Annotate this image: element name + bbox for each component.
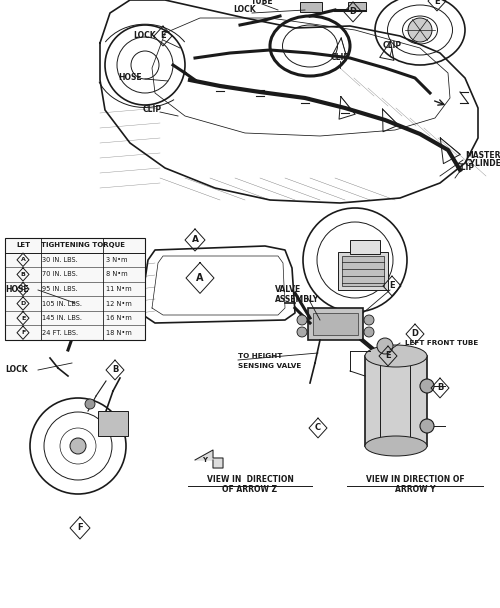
Bar bbox=[348, 2, 366, 10]
Text: 95 IN. LBS.: 95 IN. LBS. bbox=[42, 286, 78, 292]
Bar bbox=[5, 238, 145, 340]
Text: SENSING VALVE: SENSING VALVE bbox=[238, 363, 301, 369]
Text: 3 N•m: 3 N•m bbox=[106, 257, 128, 263]
Text: E: E bbox=[21, 316, 25, 320]
Text: 105 IN. LBS.: 105 IN. LBS. bbox=[42, 300, 82, 306]
Text: TUBE: TUBE bbox=[250, 0, 274, 5]
Circle shape bbox=[377, 338, 393, 354]
Text: Y: Y bbox=[202, 457, 207, 463]
Text: 8 N•m: 8 N•m bbox=[106, 271, 128, 277]
Text: LOCK: LOCK bbox=[5, 365, 28, 375]
Text: 70 IN. LBS.: 70 IN. LBS. bbox=[42, 271, 78, 277]
Text: HOSE: HOSE bbox=[118, 74, 142, 83]
Ellipse shape bbox=[365, 436, 427, 456]
Circle shape bbox=[420, 419, 434, 433]
Text: HOSE: HOSE bbox=[5, 286, 28, 294]
Text: E: E bbox=[389, 282, 395, 291]
Circle shape bbox=[70, 438, 86, 454]
Text: D: D bbox=[350, 7, 356, 16]
Text: E: E bbox=[160, 32, 166, 41]
Text: D: D bbox=[412, 330, 418, 339]
Text: LOCK: LOCK bbox=[234, 5, 256, 15]
Text: 12 N•m: 12 N•m bbox=[106, 300, 132, 306]
Text: VIEW IN  DIRECTION: VIEW IN DIRECTION bbox=[206, 475, 294, 485]
Text: OF ARROW Z: OF ARROW Z bbox=[222, 486, 278, 494]
Circle shape bbox=[364, 327, 374, 337]
Bar bbox=[338, 252, 388, 290]
Text: CYLINDER: CYLINDER bbox=[465, 159, 500, 168]
Text: 24 FT. LBS.: 24 FT. LBS. bbox=[42, 330, 78, 336]
Text: ARROW Y: ARROW Y bbox=[395, 486, 435, 494]
Ellipse shape bbox=[365, 345, 427, 367]
Text: CLIP: CLIP bbox=[382, 41, 402, 50]
Text: B: B bbox=[112, 365, 118, 375]
Text: LOCK: LOCK bbox=[134, 32, 156, 41]
Text: F: F bbox=[77, 523, 83, 533]
Circle shape bbox=[408, 18, 432, 42]
Text: VIEW IN DIRECTION OF: VIEW IN DIRECTION OF bbox=[366, 475, 464, 485]
Bar bbox=[98, 411, 128, 436]
Text: MASTER: MASTER bbox=[465, 151, 500, 161]
Polygon shape bbox=[195, 450, 223, 468]
Text: LET: LET bbox=[16, 242, 30, 248]
Text: 30 IN. LBS.: 30 IN. LBS. bbox=[42, 257, 78, 263]
Text: 18 N•m: 18 N•m bbox=[106, 330, 132, 336]
Text: B: B bbox=[437, 384, 443, 393]
Text: 145 IN. LBS.: 145 IN. LBS. bbox=[42, 315, 82, 321]
Text: E: E bbox=[385, 351, 391, 361]
Text: A: A bbox=[20, 257, 25, 263]
Text: A: A bbox=[196, 273, 204, 283]
Text: C: C bbox=[315, 424, 321, 432]
Text: F: F bbox=[21, 330, 25, 335]
Text: ASSEMBLY: ASSEMBLY bbox=[275, 295, 319, 305]
Bar bbox=[300, 2, 322, 12]
Text: D: D bbox=[20, 301, 25, 306]
Circle shape bbox=[297, 315, 307, 325]
Text: CLIP: CLIP bbox=[142, 106, 162, 114]
Circle shape bbox=[420, 379, 434, 393]
Text: LEFT FRONT TUBE: LEFT FRONT TUBE bbox=[405, 340, 478, 346]
Bar bbox=[308, 308, 363, 340]
Text: C: C bbox=[21, 286, 25, 291]
Circle shape bbox=[85, 399, 95, 409]
Circle shape bbox=[297, 327, 307, 337]
Text: TIGHTENING TORQUE: TIGHTENING TORQUE bbox=[41, 242, 125, 248]
Text: CLIP: CLIP bbox=[330, 54, 349, 63]
Text: CLIP: CLIP bbox=[456, 164, 474, 173]
Text: E: E bbox=[434, 0, 440, 5]
Circle shape bbox=[364, 315, 374, 325]
Bar bbox=[365, 356, 427, 446]
Bar bbox=[342, 256, 384, 286]
Bar bbox=[350, 240, 380, 254]
Text: B: B bbox=[20, 272, 25, 277]
Text: VALVE: VALVE bbox=[275, 286, 301, 294]
Text: A: A bbox=[192, 235, 198, 244]
Text: TO HEIGHT: TO HEIGHT bbox=[238, 353, 282, 359]
Text: 11 N•m: 11 N•m bbox=[106, 286, 132, 292]
Text: 16 N•m: 16 N•m bbox=[106, 315, 132, 321]
Bar bbox=[313, 313, 358, 335]
